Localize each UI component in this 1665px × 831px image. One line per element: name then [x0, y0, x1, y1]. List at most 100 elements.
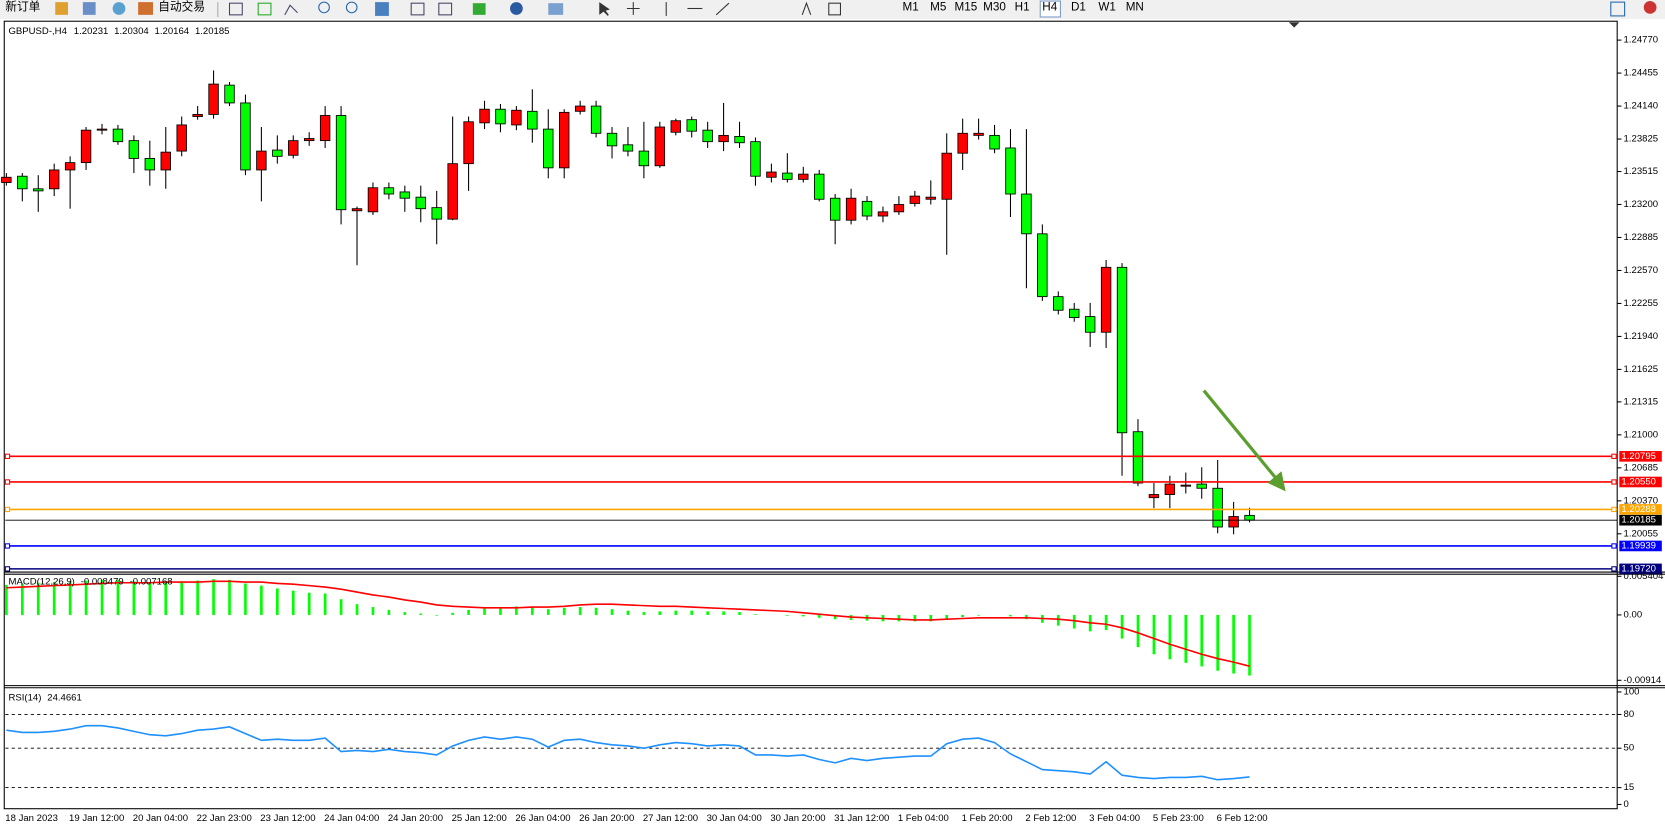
candle-body — [272, 149, 283, 157]
indicator-name: RSI(14) — [9, 692, 42, 703]
candle-body — [511, 109, 522, 126]
y-tick-label: 15 — [1624, 782, 1635, 793]
candle-body — [750, 141, 761, 177]
crosshair-icon[interactable] — [626, 2, 640, 15]
y-tick-label: 1.22885 — [1624, 232, 1659, 243]
auto-trading-button[interactable]: 自动交易 — [158, 0, 205, 14]
timeframe-button[interactable]: M15 — [954, 1, 977, 14]
level-handle — [4, 566, 11, 572]
candle-body — [782, 172, 793, 180]
x-tick-label: 2 Feb 12:00 — [1025, 813, 1076, 824]
x-tick-label: 27 Jan 12:00 — [643, 813, 698, 824]
level-handle — [4, 543, 11, 549]
level-handle — [1611, 453, 1617, 459]
candle-body — [1069, 308, 1080, 319]
y-tick-label: 100 — [1624, 686, 1640, 697]
candle-body — [495, 108, 506, 125]
timeframe-button[interactable]: M30 — [983, 1, 1006, 14]
candle-body — [367, 187, 379, 213]
candle-body — [463, 121, 474, 165]
auto-trading-icon[interactable] — [138, 2, 154, 15]
timeframe-button[interactable]: H4 — [1042, 1, 1057, 14]
timeframe-button[interactable]: MN — [1126, 1, 1144, 14]
icon[interactable] — [257, 2, 272, 16]
level-tag — [1619, 540, 1662, 552]
candle-body — [574, 105, 586, 112]
candle-body — [1148, 494, 1160, 499]
y-tick-label: 1.20370 — [1624, 495, 1659, 506]
icon[interactable] — [548, 3, 564, 15]
candle-body — [176, 124, 187, 152]
level-label: 1.19720 — [1621, 563, 1656, 574]
level-tag — [1619, 476, 1662, 488]
y-tick-label: 1.21940 — [1624, 331, 1659, 342]
x-tick-label: 24 Jan 04:00 — [324, 813, 379, 824]
candle-body — [798, 173, 809, 180]
icon[interactable] — [410, 2, 425, 16]
candle-body — [144, 157, 156, 171]
icon[interactable] — [318, 1, 330, 14]
timeframe-button[interactable]: D1 — [1071, 1, 1086, 14]
candle-body — [64, 162, 76, 171]
timeframe-button[interactable]: H1 — [1015, 1, 1030, 14]
icon[interactable] — [510, 2, 523, 15]
candle-body — [718, 134, 729, 143]
icon[interactable] — [438, 2, 453, 16]
level-handle — [1611, 506, 1617, 513]
new-order-button[interactable]: 新订单 — [5, 0, 40, 14]
y-tick-label: 50 — [1624, 743, 1635, 754]
header-high: 1.20304 — [114, 25, 149, 36]
cursor-icon[interactable] — [599, 2, 610, 16]
icon[interactable] — [284, 4, 298, 16]
chart-shift-marker[interactable] — [1288, 22, 1300, 28]
candle-body — [766, 171, 777, 178]
toolbar-items: 新订单 自动交易 M1 M5 M15 M30 H1 H4 D1 W1 MN — [5, 0, 1657, 18]
candle-body — [399, 191, 411, 199]
candle-body — [909, 195, 921, 204]
level-tag — [1619, 563, 1662, 575]
timeframe-button[interactable]: W1 — [1098, 1, 1116, 14]
candle-body — [319, 115, 331, 142]
candle-body — [989, 134, 1000, 150]
header-open: 1.20231 — [74, 25, 109, 36]
x-tick-label: 31 Jan 12:00 — [834, 813, 889, 824]
candle-body — [814, 173, 825, 200]
candle-body — [957, 132, 968, 154]
candle-body — [128, 140, 140, 159]
candle-body — [543, 128, 554, 169]
price-header: GBPUSD-,H4 1.20231 1.20304 1.20164 1.201… — [9, 25, 230, 36]
candle-body — [192, 114, 203, 117]
rsi-value: 24.4661 — [47, 692, 82, 703]
x-tick-label: 26 Jan 20:00 — [579, 813, 634, 824]
y-tick-label: 1.23515 — [1624, 166, 1659, 177]
y-tick-label: 1.22255 — [1624, 298, 1659, 309]
level-handle — [1611, 479, 1617, 485]
level-label: 1.20288 — [1621, 504, 1656, 515]
x-tick-label: 23 Jan 12:00 — [260, 813, 315, 824]
icon[interactable] — [82, 2, 96, 15]
icon[interactable] — [228, 2, 243, 16]
candle-body — [479, 108, 490, 124]
label-icon[interactable] — [828, 2, 842, 16]
rsi-header: RSI(14) 24.4661 — [9, 692, 82, 703]
y-tick-label: 1.21000 — [1624, 429, 1659, 440]
icon[interactable] — [345, 1, 358, 14]
timeframe-button[interactable]: M1 — [902, 1, 918, 14]
active-timeframe — [1039, 0, 1061, 18]
y-tick-label: 1.24140 — [1624, 101, 1659, 112]
icon[interactable] — [472, 3, 486, 15]
timeframe-button[interactable]: M5 — [930, 1, 946, 14]
candle-body — [702, 129, 713, 143]
y-tick-label: 1.20055 — [1624, 528, 1659, 539]
icon[interactable] — [55, 2, 69, 15]
trendline-icon[interactable] — [715, 2, 730, 16]
search-icon[interactable] — [1610, 1, 1626, 17]
text-icon[interactable] — [801, 1, 812, 16]
icon[interactable] — [375, 2, 389, 16]
icon[interactable] — [112, 2, 126, 15]
notification-icon[interactable] — [1643, 1, 1657, 14]
x-tick-label: 20 Jan 04:00 — [133, 813, 188, 824]
y-tick-label: 1.24455 — [1624, 68, 1659, 79]
candle-body — [1244, 514, 1255, 521]
